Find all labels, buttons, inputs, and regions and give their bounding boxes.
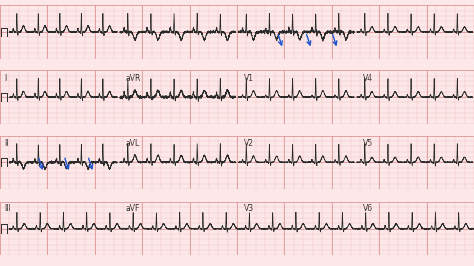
Text: V2: V2 — [244, 139, 254, 148]
Text: V5: V5 — [363, 139, 373, 148]
Text: V4: V4 — [363, 74, 373, 83]
Text: III: III — [5, 204, 11, 213]
Text: II: II — [5, 139, 9, 148]
Text: aVL: aVL — [126, 139, 140, 148]
Text: aVF: aVF — [126, 204, 140, 213]
Text: I: I — [5, 74, 7, 83]
Text: V1: V1 — [244, 74, 254, 83]
Text: V6: V6 — [363, 204, 373, 213]
Text: V3: V3 — [244, 204, 254, 213]
Text: aVR: aVR — [126, 74, 141, 83]
